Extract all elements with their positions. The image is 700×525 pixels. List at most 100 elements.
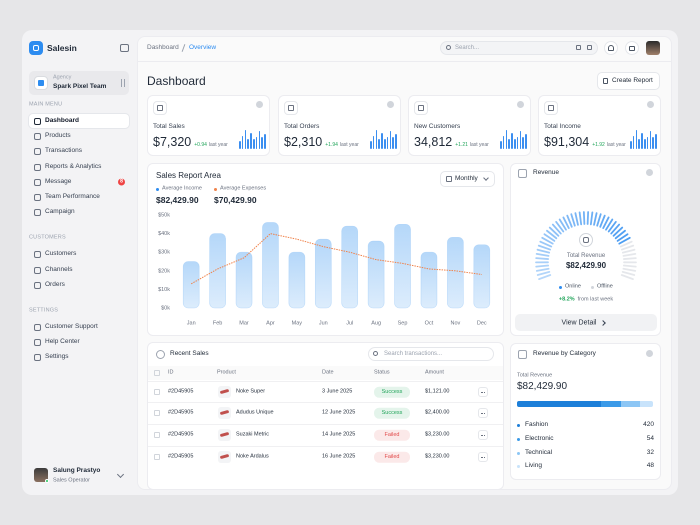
checkbox[interactable]	[154, 410, 160, 416]
calendar-icon	[446, 176, 452, 182]
menu-item[interactable]: Settings	[45, 353, 69, 361]
breadcrumb[interactable]: Dashboard	[147, 43, 179, 51]
menu-item[interactable]: Transactions	[45, 147, 82, 155]
category-total: $82,429.90	[517, 381, 568, 392]
stat-value: $91,304	[544, 134, 590, 149]
checkbox[interactable]	[154, 389, 160, 395]
header-divider	[137, 61, 672, 62]
menu-item[interactable]: Channels	[45, 265, 73, 273]
period-dropdown[interactable]	[440, 171, 495, 187]
menu-icon	[34, 339, 41, 347]
revenue-icon	[518, 169, 527, 178]
bell-icon	[608, 45, 614, 51]
row-action[interactable]	[478, 452, 488, 462]
user-avatar	[34, 468, 48, 482]
menu-item[interactable]: Message	[45, 177, 72, 185]
mini-bar	[516, 136, 519, 149]
revenue-title: Revenue	[533, 168, 560, 176]
gauge-center-icon	[579, 233, 593, 247]
menu-item[interactable]: Customers	[45, 250, 77, 258]
checkbox[interactable]	[154, 370, 160, 376]
cell-product: Suzaki Metric	[236, 431, 270, 438]
stat-change: +1.94	[325, 141, 338, 148]
menu-item[interactable]: Reports & Analytics	[45, 162, 102, 170]
mini-bar	[239, 141, 241, 149]
mini-bar	[514, 139, 516, 149]
checkbox[interactable]	[154, 454, 160, 460]
menu-item[interactable]: Products	[45, 131, 71, 139]
stat-change: +0.94	[194, 141, 207, 148]
menu-icon	[34, 251, 41, 259]
stat-icon-glyph	[288, 105, 294, 111]
info-icon	[387, 101, 394, 108]
category-dot	[517, 423, 520, 427]
cell-status: Success	[374, 407, 410, 419]
row-action[interactable]	[478, 430, 488, 440]
create-report-label: Create Report	[612, 76, 653, 84]
menu-item[interactable]: Campaign	[45, 207, 75, 215]
search-box[interactable]	[440, 41, 598, 55]
menu-item[interactable]: Dashboard	[45, 116, 79, 124]
menu-icon	[34, 209, 41, 217]
checkbox[interactable]	[154, 432, 160, 438]
stat-value: 34,812	[414, 134, 453, 149]
cell-id: #2D45905	[168, 431, 194, 438]
menu-item[interactable]: Customer Support	[45, 322, 98, 330]
category-dot	[517, 464, 520, 468]
stat-value-row: $7,320 +0.94 last year	[153, 136, 228, 149]
table-search[interactable]	[368, 347, 494, 361]
mail-icon	[629, 46, 635, 51]
recent-sales-title: Recent Sales	[170, 349, 209, 357]
mini-bar	[386, 136, 389, 149]
agency-switch	[121, 79, 125, 87]
cell-amount: $3,230.00	[425, 453, 450, 460]
revenue-card	[510, 163, 661, 336]
mini-bar	[247, 138, 249, 149]
legend-dot	[591, 285, 594, 289]
view-detail-button[interactable]	[515, 314, 657, 331]
category-value: 32	[646, 448, 654, 456]
stat-value: $7,320	[153, 134, 192, 149]
stat-card	[147, 95, 270, 156]
brand-logo	[29, 41, 43, 55]
row-action[interactable]	[478, 408, 488, 418]
row-divider	[148, 424, 503, 425]
menu-item[interactable]: Orders	[45, 280, 65, 288]
mini-bar	[264, 134, 266, 149]
mini-bar	[381, 133, 383, 149]
menu-icon	[34, 354, 41, 362]
stat-change-note: last year	[469, 141, 489, 148]
row-divider	[148, 402, 503, 403]
create-report-button[interactable]	[597, 72, 660, 90]
menu-item[interactable]: Help Center	[45, 337, 80, 345]
gauge-center-glyph	[583, 237, 589, 243]
cell-id: #2D45905	[168, 388, 194, 395]
category-total-label: Total Revenue	[517, 372, 553, 379]
profile-avatar[interactable]	[646, 41, 660, 55]
mini-bar	[255, 136, 258, 149]
create-report-icon	[603, 78, 608, 84]
legend-label: Average Income	[162, 185, 202, 192]
revenue-change-row: +8.2% from last week	[559, 297, 613, 303]
mini-bar	[519, 131, 522, 149]
legend-label: Online	[565, 283, 581, 290]
category-name: Fashion	[525, 420, 549, 428]
mini-bar	[244, 130, 247, 149]
stat-value-row: $91,304 +1.92 last year	[544, 136, 626, 149]
menu-active-bg	[29, 114, 129, 128]
collapse-button[interactable]	[120, 44, 129, 52]
mail-button[interactable]	[625, 41, 639, 55]
mini-bar	[370, 141, 372, 149]
cell-status: Failed	[374, 429, 410, 441]
stat-change-note: last year	[208, 141, 228, 148]
row-action[interactable]	[478, 387, 488, 397]
mini-bar	[241, 135, 244, 149]
menu-icon	[34, 148, 41, 156]
row-action-dots	[481, 391, 485, 393]
menu-section-title: CUSTOMERS	[29, 234, 66, 241]
stat-change-note: last year	[339, 141, 359, 148]
cell-status: Success	[374, 386, 410, 398]
mini-bar	[632, 135, 635, 149]
stat-icon	[284, 101, 298, 115]
menu-item[interactable]: Team Performance	[45, 192, 100, 200]
